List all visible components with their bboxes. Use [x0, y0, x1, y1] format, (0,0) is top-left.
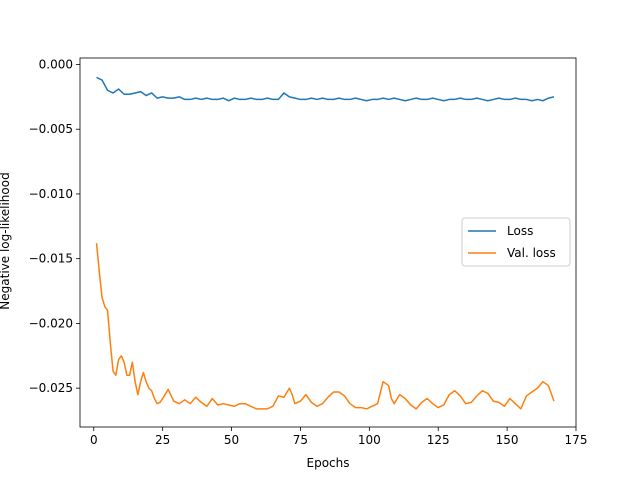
y-tick-label: −0.020	[29, 316, 73, 330]
x-tick-label: 25	[155, 433, 170, 447]
x-tick-label: 0	[90, 433, 98, 447]
axes-frame	[79, 57, 577, 428]
series-layer	[95, 76, 555, 410]
legend: Loss Val. loss	[461, 217, 571, 267]
series-line-1	[96, 76, 555, 102]
x-tick-label: 175	[565, 433, 588, 447]
y-tick-label: −0.025	[29, 381, 73, 395]
y-tick-label: −0.010	[29, 187, 73, 201]
x-tick-label: 125	[427, 433, 450, 447]
x-tick-label: 75	[293, 433, 308, 447]
x-tick-label: 100	[358, 433, 381, 447]
legend-label-2: Val. loss	[507, 246, 556, 260]
y-axis-label: Negative log-likelihood	[0, 172, 12, 309]
axes-layer: 0 25 50 75 100 125 150 175 0.000 −0.005 −0.010 −0.0…	[29, 57, 588, 447]
y-tick-label: 0.000	[39, 57, 73, 71]
y-tick-label: −0.015	[29, 252, 73, 266]
legend-box	[461, 217, 571, 267]
x-tick-label: 50	[224, 433, 239, 447]
y-tick-label: −0.005	[29, 122, 73, 136]
legend-label-1: Loss	[507, 224, 533, 238]
x-tick-label: 150	[496, 433, 519, 447]
x-axis-label: Epochs	[307, 456, 350, 470]
series-line-2	[95, 243, 555, 410]
